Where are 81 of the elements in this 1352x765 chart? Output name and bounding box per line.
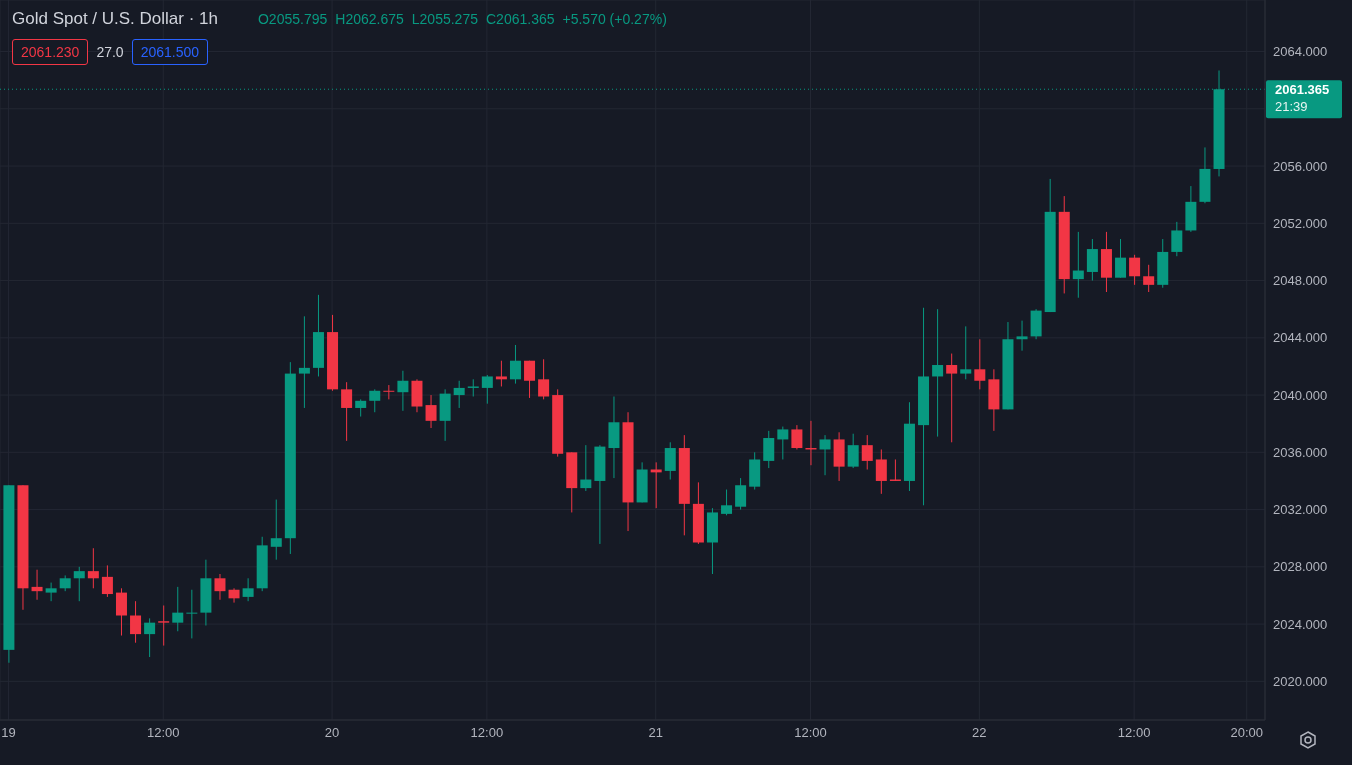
candlestick [960,325,972,380]
annotation: H2062.675 [335,11,404,27]
candlestick [158,604,170,647]
candlestick [1115,238,1127,279]
candlestick [1129,254,1141,286]
candlestick [369,388,381,413]
candlestick [186,589,198,639]
candlestick [341,381,353,442]
candlestick [819,434,831,476]
candlestick [214,573,226,601]
y-tick-label: 2040.000 [1273,387,1328,403]
y-tick-label: 2044.000 [1273,330,1328,346]
annotation: 2061.230 [12,39,89,65]
candlestick [467,378,479,397]
y-tick-label: 2052.000 [1273,215,1328,231]
candlestick [791,424,803,450]
candlestick [425,394,437,429]
candlestick [495,360,507,387]
annotation: +5.570 (+0.27%) [562,11,667,27]
annotation: 27.0 [96,44,124,60]
y-tick-label: 2056.000 [1273,158,1328,174]
candlestick [1171,221,1183,257]
candlestick [87,547,99,589]
y-tick-label: 2024.000 [1273,616,1328,632]
candlestick [974,338,986,390]
y-tick-label: 2032.000 [1273,502,1328,518]
candlestick [946,353,958,443]
y-tick-label: 2020.000 [1273,673,1328,689]
candlestick [144,617,156,658]
candlestick [1086,238,1098,282]
candlestick [1016,320,1028,352]
candlestick [735,477,747,511]
y-tick-label: 2048.000 [1273,273,1328,289]
candlestick [875,448,887,495]
x-tick-label: 12:00 [470,725,504,741]
candlestick [101,564,113,598]
x-tick-label: 12:00 [1117,725,1151,741]
candlestick [580,444,592,492]
candlestick [664,441,676,481]
candlestick [509,344,521,385]
candlestick [1072,231,1084,299]
candlestick [777,426,789,460]
x-tick-label: 20 [324,725,340,741]
x-tick-label: 22 [972,725,987,741]
candlestick [932,308,944,438]
x-tick-label: 20:00 [1230,725,1263,741]
x-tick-label: 12:00 [146,725,180,741]
candlestick [1143,264,1155,293]
annotation: 2061.500 [131,39,209,65]
candlestick [397,370,409,412]
candlestick [298,315,310,409]
y-tick-label: 2064.000 [1273,44,1328,60]
annotation: C2061.365 [485,11,555,27]
candlestick [763,430,775,469]
candlestick [481,374,493,405]
candlestick [242,577,254,602]
text: Gold Spot / U.S. Dollar · 1h [12,9,218,29]
x-tick-label: 21 [648,725,663,741]
x-tick-label: 12:00 [794,725,827,741]
candlestick [861,434,873,470]
annotation: L2055.275 [411,11,478,27]
candlestick [115,587,127,637]
candlestick [270,499,282,561]
candlestick [130,600,142,644]
x-tick-label: 19 [1,725,16,741]
y-tick-label: 2036.000 [1273,444,1328,460]
candlestick [73,566,85,602]
candlestick [45,582,57,602]
ref-line-label: 2061.365 [1275,82,1330,98]
candlestick [172,586,184,632]
candlestick [538,358,550,400]
candlestick [31,569,43,601]
y-tick-label: 2028.000 [1273,559,1328,575]
candlestick [453,380,465,409]
candlestick [524,360,536,399]
annotation: O2055.795 [257,11,328,27]
candlestick [847,433,859,469]
candlestick [721,489,733,516]
candlestick [383,384,395,400]
candlestick [228,587,240,604]
text: 21:39 [1275,99,1308,115]
